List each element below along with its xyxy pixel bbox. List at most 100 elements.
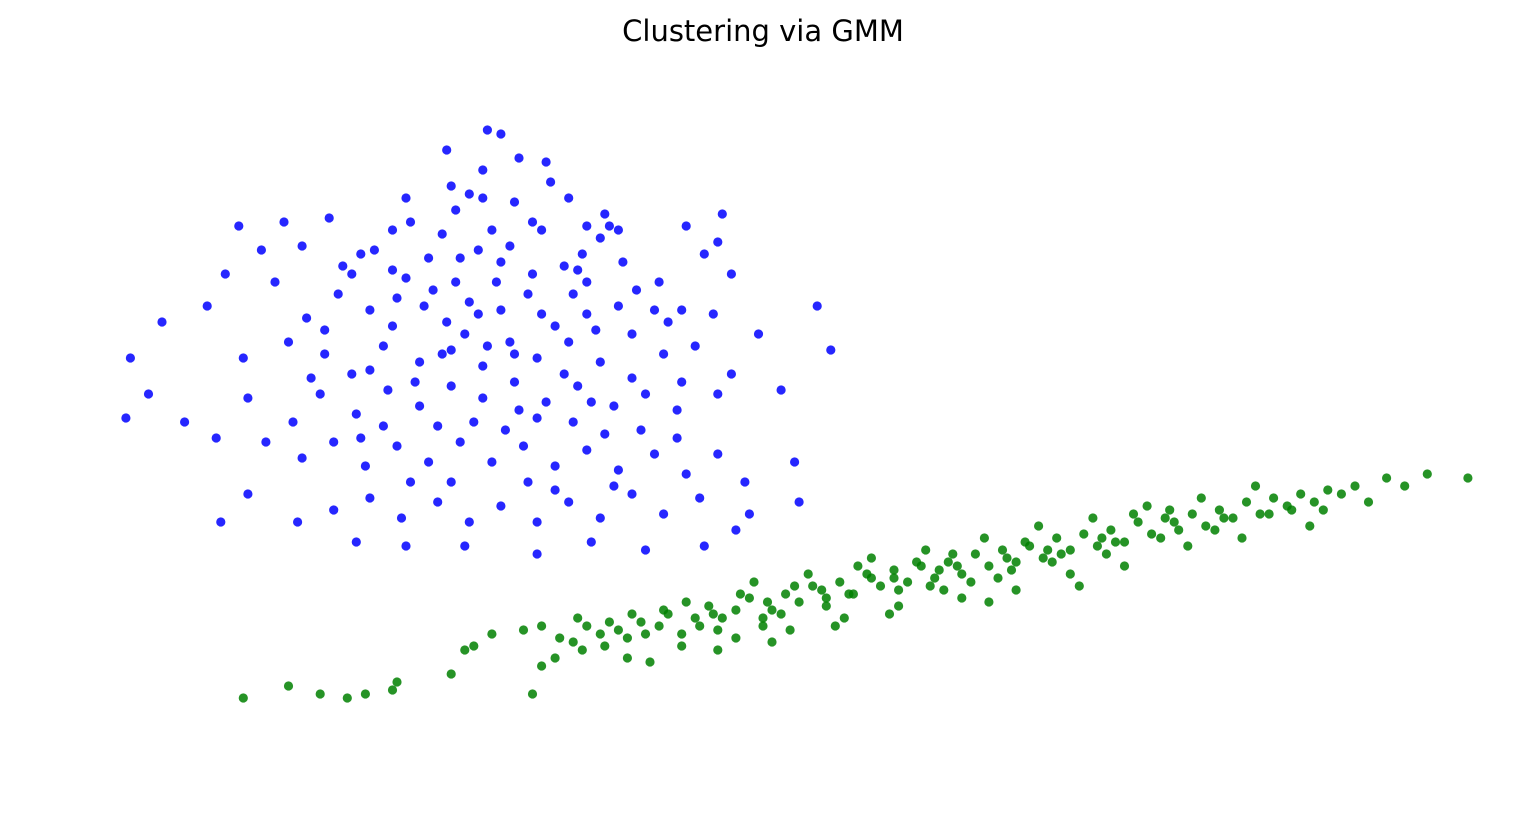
data-point — [794, 497, 804, 507]
data-point — [731, 525, 741, 535]
data-point — [1201, 521, 1211, 531]
data-point — [496, 257, 506, 267]
data-point — [532, 413, 542, 423]
data-point — [1079, 529, 1089, 539]
data-point — [396, 513, 407, 523]
data-point — [790, 581, 800, 591]
data-point — [713, 645, 723, 655]
data-point — [1142, 501, 1152, 511]
data-point — [749, 577, 759, 587]
data-point — [202, 301, 212, 311]
data-point — [943, 557, 953, 567]
data-point — [315, 389, 325, 399]
data-point — [1187, 509, 1197, 519]
data-point — [713, 625, 723, 635]
data-point — [835, 577, 845, 587]
data-point — [451, 205, 461, 215]
data-point — [302, 313, 312, 323]
data-point — [365, 493, 375, 503]
data-point — [157, 317, 167, 327]
data-point — [460, 541, 470, 551]
chart-title: Clustering via GMM — [622, 14, 904, 48]
data-point — [220, 269, 230, 279]
data-point — [415, 401, 425, 411]
data-point — [726, 369, 737, 379]
data-point — [586, 397, 596, 407]
data-point — [442, 317, 452, 327]
data-point — [482, 125, 492, 135]
data-point — [808, 581, 818, 591]
data-point — [365, 305, 375, 315]
data-point — [627, 329, 637, 339]
data-point — [424, 253, 434, 263]
data-point — [347, 369, 357, 379]
data-point — [1038, 553, 1048, 563]
data-point — [586, 537, 596, 547]
data-point — [283, 337, 294, 347]
data-point — [735, 589, 746, 599]
data-point — [821, 601, 831, 611]
data-point — [1065, 545, 1075, 555]
data-point — [1056, 549, 1066, 559]
data-point — [527, 269, 538, 279]
data-point — [446, 345, 456, 355]
data-point — [405, 477, 416, 487]
data-point — [753, 329, 764, 339]
data-point — [1092, 541, 1102, 551]
data-point — [582, 309, 592, 319]
data-point — [496, 305, 506, 315]
data-point — [537, 225, 547, 235]
data-point — [1133, 517, 1143, 527]
data-point — [731, 605, 741, 615]
data-point — [997, 545, 1008, 555]
data-point — [564, 497, 574, 507]
data-point — [600, 641, 610, 651]
data-point — [577, 249, 587, 259]
data-point — [378, 421, 388, 431]
data-point — [279, 217, 289, 227]
data-point — [1106, 525, 1116, 535]
data-point — [433, 421, 443, 431]
data-point — [1165, 505, 1175, 515]
data-point — [143, 389, 154, 399]
data-point — [1241, 497, 1252, 507]
data-point — [437, 349, 447, 359]
data-point — [1269, 493, 1279, 503]
data-point — [627, 609, 637, 619]
data-point — [582, 445, 592, 455]
data-point — [356, 249, 366, 259]
data-point — [1110, 537, 1121, 547]
data-point — [464, 297, 474, 307]
data-point — [568, 637, 578, 647]
data-point — [649, 449, 660, 459]
data-point — [970, 549, 981, 559]
data-point — [677, 305, 687, 315]
data-point — [677, 629, 687, 639]
data-point — [509, 349, 520, 359]
data-point — [315, 689, 325, 699]
data-point — [573, 265, 583, 275]
data-point — [446, 181, 456, 191]
data-point — [401, 273, 411, 283]
data-point — [555, 633, 565, 643]
data-point — [446, 381, 456, 391]
data-point — [293, 517, 303, 527]
data-point — [473, 245, 483, 255]
data-point — [663, 317, 673, 327]
data-point — [288, 417, 298, 427]
data-point — [360, 689, 370, 699]
data-point — [478, 193, 488, 203]
data-point — [1169, 517, 1179, 527]
data-point — [428, 285, 438, 295]
data-point — [627, 489, 637, 499]
data-point — [351, 409, 361, 419]
data-point — [342, 693, 352, 703]
data-point — [238, 353, 248, 363]
data-point — [1255, 509, 1265, 519]
data-point — [817, 585, 827, 595]
series-1 — [238, 469, 1473, 703]
data-point — [478, 393, 488, 403]
data-point — [446, 477, 456, 487]
data-point — [419, 301, 429, 311]
